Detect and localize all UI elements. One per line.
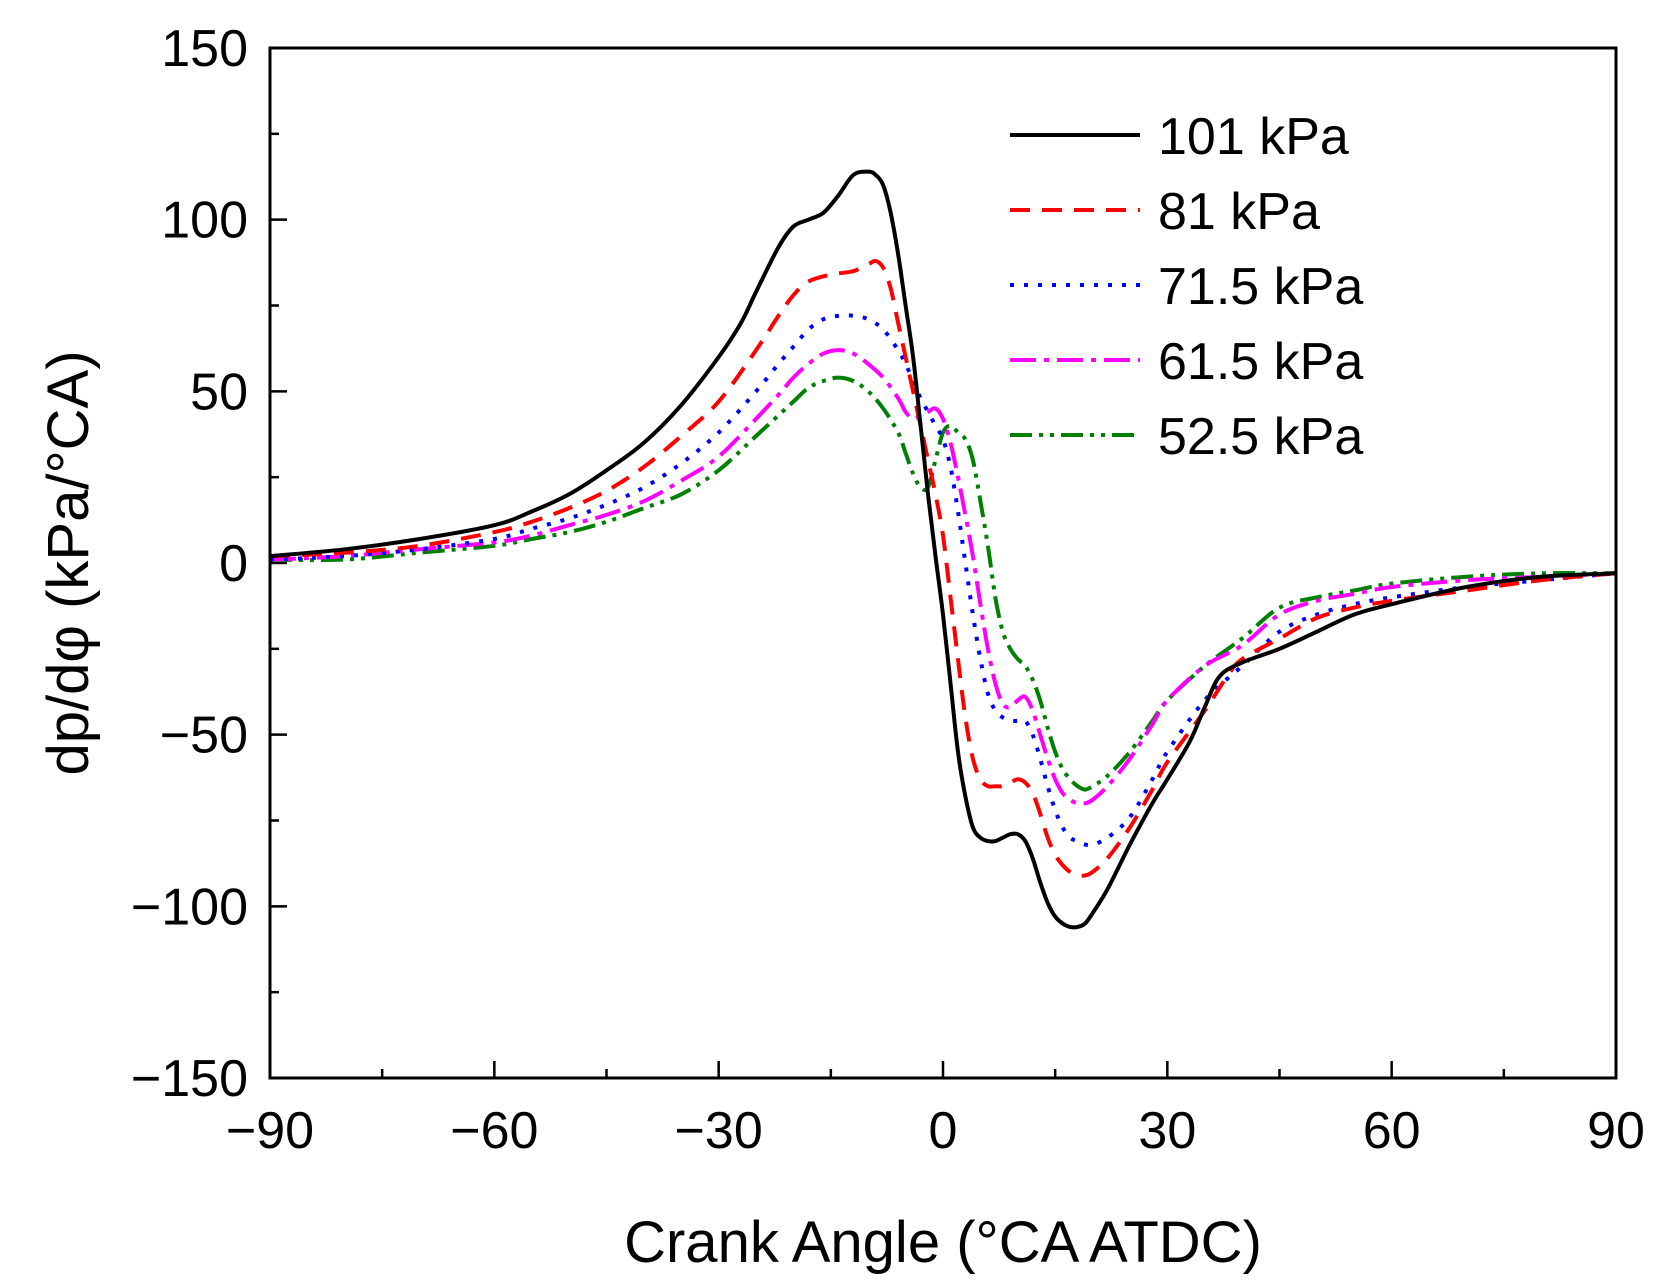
x-axis-title: Crank Angle (°CA ATDC): [624, 1210, 1262, 1275]
legend-label: 71.5 kPa: [1158, 258, 1363, 316]
y-tick-label: 0: [219, 535, 248, 593]
x-tick-label: 90: [1587, 1102, 1645, 1160]
legend-label: 101 kPa: [1158, 108, 1349, 166]
legend-label: 52.5 kPa: [1158, 408, 1363, 466]
y-tick-labels: −150 −100 −50 0 50 100 150: [131, 20, 248, 1108]
series-line-71.5-kpa: [270, 313, 1616, 848]
series-line-81-kpa: [270, 258, 1616, 878]
series-line-101-kpa: [270, 169, 1616, 930]
legend-label: 81 kPa: [1158, 183, 1320, 241]
y-tick-label: −150: [131, 1050, 248, 1108]
x-tick-labels: −90 −60 −30 0 30 60 90: [226, 1102, 1645, 1160]
y-tick-label: −100: [131, 878, 248, 936]
x-tick-label: 0: [929, 1102, 958, 1160]
y-tick-label: 150: [161, 20, 248, 78]
legend-label: 61.5 kPa: [1158, 333, 1363, 391]
y-tick-label: 50: [190, 363, 248, 421]
plot-frame: [268, 46, 1618, 1080]
series-line-61.5-kpa: [270, 348, 1616, 806]
legend: 101 kPa 81 kPa 71.5 kPa 61.5 kPa 52.5 kPa: [1010, 108, 1363, 466]
x-tick-label: −60: [450, 1102, 538, 1160]
y-axis-title: dp/dφ (kPa/°CA): [36, 350, 101, 775]
x-tick-label: −90: [226, 1102, 314, 1160]
x-tick-label: 30: [1138, 1102, 1196, 1160]
series-line-52.5-kpa: [270, 375, 1616, 792]
x-tick-label: 60: [1363, 1102, 1421, 1160]
series-layer: [270, 169, 1616, 930]
x-tick-label: −30: [675, 1102, 763, 1160]
y-tick-label: −50: [160, 707, 248, 765]
y-tick-label: 100: [161, 192, 248, 250]
